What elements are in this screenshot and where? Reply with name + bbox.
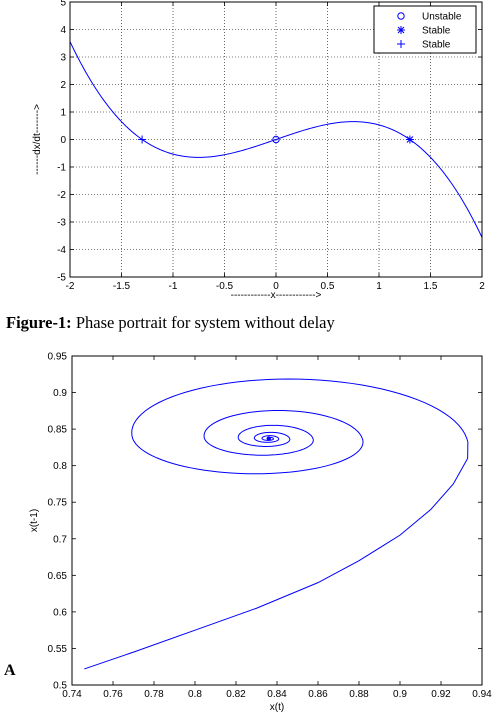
x-tick-label: -1.5: [113, 281, 131, 292]
x-tick-label: 0.82: [226, 689, 246, 700]
x-tick-label: -1: [169, 281, 178, 292]
x-tick-label: 0.94: [472, 689, 492, 700]
plot-frame: [69, 1, 483, 278]
y-axis-label: ------dx/dt------->: [32, 104, 43, 175]
x-tick-label: -0.5: [216, 281, 234, 292]
y-tick-label: 5: [60, 0, 66, 9]
panel-letter: A: [4, 662, 16, 679]
figure-caption-label: Figure-1:: [6, 313, 72, 332]
x-tick-label: 1.5: [424, 281, 438, 292]
x-tick-label: 0.5: [321, 281, 335, 292]
equilibrium-marker-star: [405, 135, 414, 144]
x-tick-label: 2: [479, 281, 485, 292]
x-tick-label: 0.88: [349, 689, 369, 700]
y-tick-label: 0.8: [53, 461, 67, 472]
x-tick-label: 0.74: [62, 689, 82, 700]
y-tick-label: 0.75: [48, 498, 68, 509]
legend-marker-plus: [397, 40, 405, 48]
legend-marker-circle: [397, 12, 405, 20]
y-tick-label: 4: [60, 25, 66, 36]
x-tick-label: 0.76: [103, 689, 123, 700]
y-tick-label: 0.9: [53, 388, 67, 399]
y-tick-label: 0.7: [53, 534, 67, 545]
trajectory-curve: [84, 378, 469, 670]
x-tick-label: 0.92: [431, 689, 451, 700]
y-tick-label: -2: [57, 190, 66, 201]
x-tick-label: 0.9: [393, 689, 407, 700]
y-tick-label: 3: [60, 53, 66, 64]
x-axis-label: ------------x------------>: [231, 290, 322, 300]
x-tick-label: 0.86: [308, 689, 328, 700]
x-tick-label: 0: [273, 281, 279, 292]
y-tick-label: 0.95: [48, 352, 68, 363]
legend-box: [373, 5, 477, 54]
x-tick-label: 0.84: [267, 689, 287, 700]
equilibrium-marker-circle: [272, 135, 280, 144]
y-tick-label: 1: [60, 108, 66, 119]
equilibrium-marker-plus: [138, 135, 147, 144]
x-tick-label: 1: [376, 281, 382, 292]
y-tick-label: -3: [57, 218, 66, 229]
y-tick-label: 0: [60, 135, 66, 146]
plot-frame: [71, 355, 483, 686]
figure-caption: Figure-1: Phase portrait for system with…: [6, 313, 335, 333]
equilibrium-point: [266, 436, 271, 441]
legend-entry-label: Stable: [422, 40, 451, 51]
figure-caption-text: Phase portrait for system without delay: [71, 313, 335, 332]
legend-entry-label: Stable: [422, 26, 451, 37]
legend-marker-star: [397, 26, 405, 34]
y-axis-label: x(t-1): [29, 509, 40, 532]
y-tick-label: 0.6: [53, 607, 67, 618]
y-tick-label: 2: [60, 80, 66, 91]
x-tick-label: 0.8: [188, 689, 202, 700]
y-tick-label: 0.85: [48, 425, 68, 436]
y-tick-label: 0.55: [48, 644, 68, 655]
y-tick-label: 0.65: [48, 571, 68, 582]
phase-curve: [69, 41, 483, 238]
y-tick-label: -1: [57, 163, 66, 174]
y-tick-label: -4: [57, 245, 66, 256]
x-tick-label: 0.78: [144, 689, 164, 700]
y-tick-label: 0.5: [53, 681, 67, 692]
y-tick-label: -5: [57, 273, 66, 284]
x-axis-label: x(t): [270, 702, 284, 713]
x-tick-label: -2: [66, 281, 75, 292]
phase-portrait-chart: -2 -1.5 -1 -0.5 0 0.5 1 1.5 2 -5 -4 -3 -2 -1 0 1 2 3 4 5 ---…: [32, 0, 485, 300]
legend-entry-label: Unstable: [422, 12, 462, 23]
